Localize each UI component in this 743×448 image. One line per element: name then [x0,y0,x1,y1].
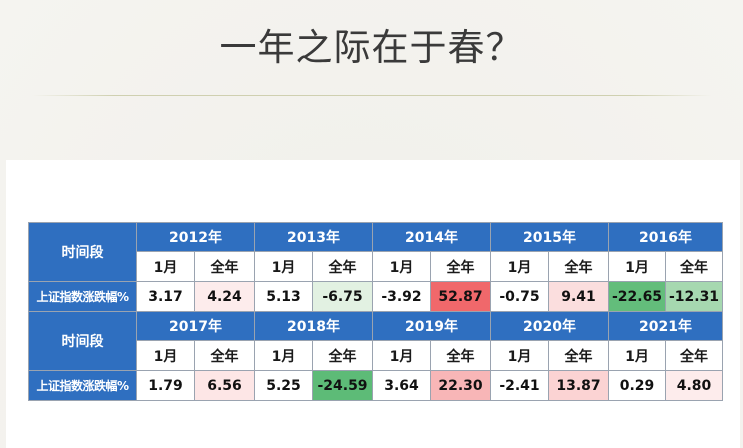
january-subheader: 1月 [372,340,431,371]
january-subheader: 1月 [136,251,195,282]
full-year-change-cell: -6.75 [312,281,373,312]
january-subheader: 1月 [608,251,666,282]
period-label-cell: 时间段 [28,311,137,371]
january-change-cell: 1.79 [136,370,195,401]
full-year-subheader: 全年 [312,251,373,282]
january-change-cell: 5.25 [254,370,313,401]
year-header: 2016年 [608,222,723,252]
full-year-change-cell: 22.30 [430,370,491,401]
january-subheader: 1月 [490,340,549,371]
year-header: 2013年 [254,222,373,252]
january-subheader: 1月 [372,251,431,282]
january-change-cell: -2.41 [490,370,549,401]
year-header: 2012年 [136,222,255,252]
january-subheader: 1月 [254,340,313,371]
january-subheader: 1月 [254,251,313,282]
january-subheader: 1月 [608,340,666,371]
full-year-change-cell: 4.80 [665,370,723,401]
year-header: 2015年 [490,222,609,252]
year-header-row: 时间段 2012年 2013年 2014年 2015年 2016年 [28,222,723,282]
january-subheader: 1月 [136,340,195,371]
january-change-cell: 3.64 [372,370,431,401]
january-change-cell: -22.65 [608,281,666,312]
full-year-subheader: 全年 [548,340,609,371]
full-year-change-cell: 52.87 [430,281,491,312]
year-header: 2018年 [254,311,373,341]
full-year-subheader: 全年 [665,340,723,371]
metric-label-cell: 上证指数涨跌幅% [28,370,137,401]
year-header-row: 时间段 2017年 2018年 2019年 2020年 2021年 [28,311,723,371]
market-performance-table: 时间段 2012年 2013年 2014年 2015年 2016年 1月 全年 … [28,222,723,401]
index-change-row: 上证指数涨跌幅% 3.17 4.24 5.13 -6.75 -3.92 52.8… [28,281,723,312]
january-change-cell: -0.75 [490,281,549,312]
year-header: 2019年 [372,311,491,341]
full-year-change-cell: 9.41 [548,281,609,312]
year-header: 2020年 [490,311,609,341]
full-year-change-cell: 13.87 [548,370,609,401]
full-year-subheader: 全年 [430,340,491,371]
period-subheader-row: 1月 全年 1月 全年 1月 全年 1月 全年 1月 全年 [29,251,723,282]
year-header: 2021年 [608,311,723,341]
full-year-subheader: 全年 [665,251,723,282]
full-year-subheader: 全年 [194,340,255,371]
january-subheader: 1月 [490,251,549,282]
title-divider [32,95,712,96]
full-year-change-cell: 6.56 [194,370,255,401]
metric-label-cell: 上证指数涨跌幅% [28,281,137,312]
slide-title: 一年之际在于春？ [219,26,524,69]
full-year-subheader: 全年 [194,251,255,282]
january-change-cell: -3.92 [372,281,431,312]
full-year-subheader: 全年 [312,340,373,371]
period-label-cell: 时间段 [28,222,137,282]
full-year-change-cell: -12.31 [665,281,723,312]
full-year-change-cell: -24.59 [312,370,373,401]
index-change-row: 上证指数涨跌幅% 1.79 6.56 5.25 -24.59 3.64 22.3… [28,370,723,401]
full-year-subheader: 全年 [548,251,609,282]
january-change-cell: 5.13 [254,281,313,312]
year-header: 2014年 [372,222,491,252]
full-year-subheader: 全年 [430,251,491,282]
january-change-cell: 0.29 [608,370,666,401]
january-change-cell: 3.17 [136,281,195,312]
full-year-change-cell: 4.24 [194,281,255,312]
year-header: 2017年 [136,311,255,341]
